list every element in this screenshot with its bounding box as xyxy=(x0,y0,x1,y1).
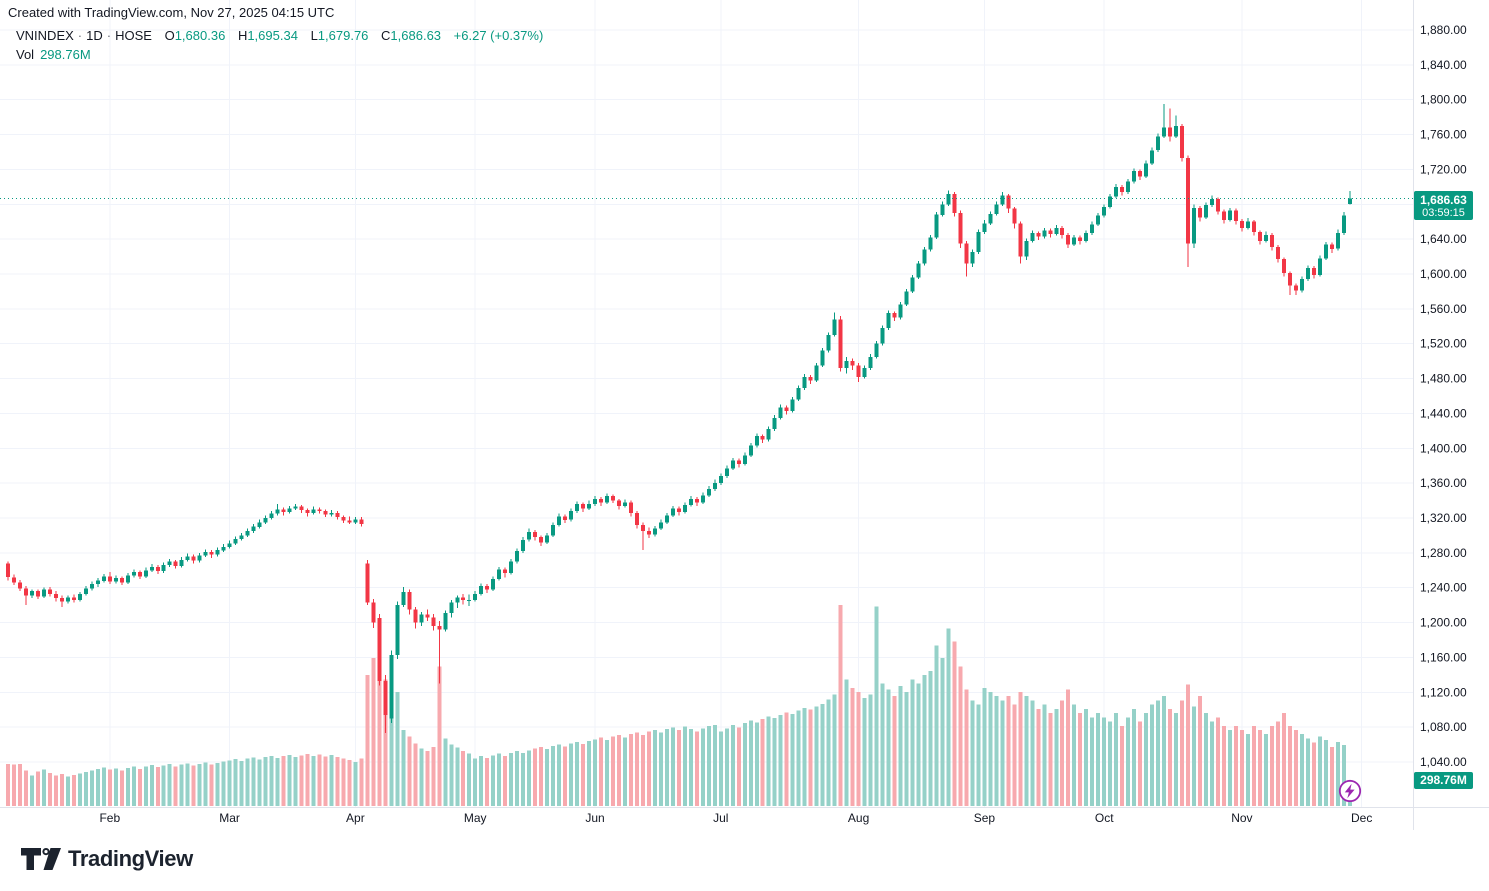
svg-text:Jun: Jun xyxy=(585,811,604,825)
svg-text:1,240.00: 1,240.00 xyxy=(1420,581,1467,595)
svg-text:1,560.00: 1,560.00 xyxy=(1420,302,1467,316)
attribution-text: Created with TradingView.com, Nov 27, 20… xyxy=(8,5,335,20)
high-value: 1,695.34 xyxy=(247,28,298,43)
svg-text:1,040.00: 1,040.00 xyxy=(1420,755,1467,769)
svg-text:Mar: Mar xyxy=(219,811,240,825)
realtime-lightning-icon[interactable] xyxy=(1338,779,1362,803)
svg-text:1,080.00: 1,080.00 xyxy=(1420,720,1467,734)
bar-countdown: 03:59:15 xyxy=(1422,207,1465,219)
svg-text:1,400.00: 1,400.00 xyxy=(1420,441,1467,455)
change-value: +6.27 (+0.37%) xyxy=(453,28,544,43)
svg-text:Apr: Apr xyxy=(346,811,365,825)
last-price-value: 1,686.63 xyxy=(1420,193,1467,207)
svg-text:1,800.00: 1,800.00 xyxy=(1420,93,1467,107)
high-group: H1,695.34 xyxy=(237,28,298,43)
symbol-name[interactable]: VNINDEX xyxy=(16,28,74,43)
svg-text:1,520.00: 1,520.00 xyxy=(1420,337,1467,351)
svg-text:1,280.00: 1,280.00 xyxy=(1420,546,1467,560)
tradingview-logo-icon xyxy=(21,848,61,870)
svg-text:Oct: Oct xyxy=(1095,811,1114,825)
svg-text:1,840.00: 1,840.00 xyxy=(1420,58,1467,72)
open-value: 1,680.36 xyxy=(174,28,226,43)
legend-separator-1: · xyxy=(77,28,83,43)
svg-text:1,760.00: 1,760.00 xyxy=(1420,128,1467,142)
close-value: 1,686.63 xyxy=(390,28,442,43)
svg-text:May: May xyxy=(464,811,487,825)
svg-text:1,160.00: 1,160.00 xyxy=(1420,650,1467,664)
symbol-legend[interactable]: VNINDEX · 1D · HOSE O1,680.36 H1,695.34 L1,6… xyxy=(16,28,543,43)
volume-label: Vol xyxy=(16,47,35,62)
volume-legend[interactable]: Vol 298.76M xyxy=(16,47,91,62)
svg-text:1,120.00: 1,120.00 xyxy=(1420,685,1467,699)
svg-text:Dec: Dec xyxy=(1351,811,1372,825)
svg-text:1,440.00: 1,440.00 xyxy=(1420,406,1467,420)
svg-text:1,480.00: 1,480.00 xyxy=(1420,372,1467,386)
price-axis-labels[interactable]: 1,880.00 1,840.00 1,800.00 1,760.00 1,720.00… xyxy=(1420,23,1467,769)
svg-text:1,360.00: 1,360.00 xyxy=(1420,476,1467,490)
volume-badge: 298.76M xyxy=(1414,772,1473,789)
svg-text:1,200.00: 1,200.00 xyxy=(1420,616,1467,630)
tradingview-logo-text: TradingView xyxy=(68,846,193,871)
svg-text:1,320.00: 1,320.00 xyxy=(1420,511,1467,525)
open-group: O1,680.36 xyxy=(164,28,226,43)
svg-text:1,880.00: 1,880.00 xyxy=(1420,23,1467,37)
svg-text:Sep: Sep xyxy=(974,811,996,825)
svg-text:1,600.00: 1,600.00 xyxy=(1420,267,1467,281)
interval-label[interactable]: 1D xyxy=(86,28,103,43)
svg-text:Aug: Aug xyxy=(848,811,869,825)
tradingview-logo[interactable]: TradingView xyxy=(21,846,193,872)
time-axis-labels[interactable]: Feb Mar Apr May Jun Jul Aug Sep Oct Nov Dec xyxy=(99,811,1372,825)
svg-text:Nov: Nov xyxy=(1231,811,1252,825)
volume-value: 298.76M xyxy=(40,47,91,62)
svg-text:Feb: Feb xyxy=(99,811,120,825)
svg-text:1,720.00: 1,720.00 xyxy=(1420,162,1467,176)
legend-separator-2: · xyxy=(106,28,112,43)
axis-borders xyxy=(0,0,1489,830)
volume-bars xyxy=(6,605,1352,807)
svg-text:1,640.00: 1,640.00 xyxy=(1420,232,1467,246)
low-group: L1,679.76 xyxy=(310,28,369,43)
gridlines xyxy=(0,0,1413,807)
last-price-badge: 1,686.63 03:59:15 xyxy=(1414,191,1473,220)
candlestick-chart[interactable]: 1,880.00 1,840.00 1,800.00 1,760.00 1,720.00… xyxy=(0,0,1489,830)
exchange-label: HOSE xyxy=(115,28,152,43)
low-value: 1,679.76 xyxy=(317,28,369,43)
svg-text:Jul: Jul xyxy=(713,811,728,825)
close-group: C1,686.63 xyxy=(381,28,442,43)
candles xyxy=(6,104,1352,734)
